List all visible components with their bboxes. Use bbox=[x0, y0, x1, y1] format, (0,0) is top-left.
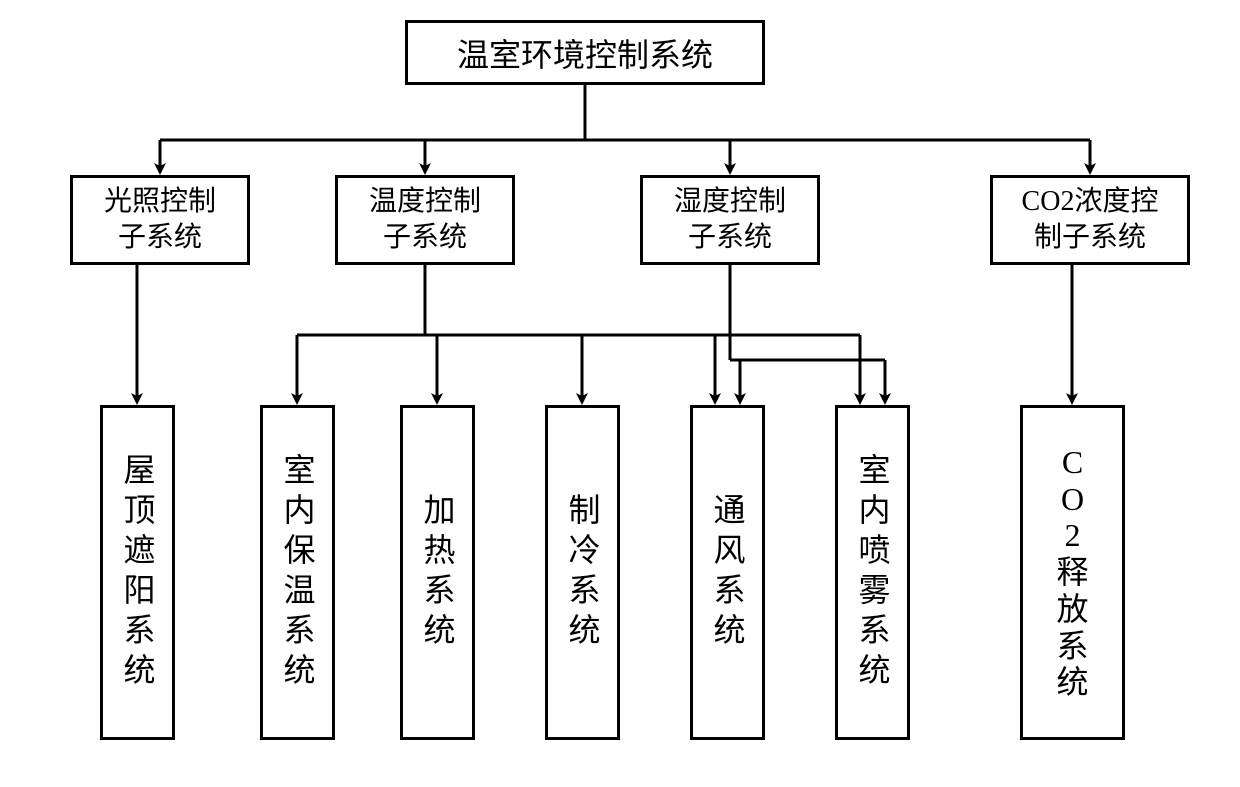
root-label: 温室环境控制系统 bbox=[457, 30, 713, 76]
system-label: 制冷系统 bbox=[560, 493, 606, 653]
root-node: 温室环境控制系统 bbox=[405, 20, 765, 85]
subsystem-label: 光照控制 子系统 bbox=[104, 184, 216, 257]
system-mist: 室内喷雾系统 bbox=[835, 405, 910, 740]
subsystem-label: 湿度控制 子系统 bbox=[674, 184, 786, 257]
system-roof: 屋顶遮阳系统 bbox=[100, 405, 175, 740]
system-label: 通风系统 bbox=[705, 493, 751, 653]
subsystem-light: 光照控制 子系统 bbox=[70, 175, 250, 265]
system-heat: 加热系统 bbox=[400, 405, 475, 740]
subsystem-temp: 温度控制 子系统 bbox=[335, 175, 515, 265]
system-label: CO2释放系统 bbox=[1056, 444, 1088, 702]
subsystem-label: CO2浓度控 制子系统 bbox=[1022, 184, 1159, 257]
system-vent: 通风系统 bbox=[690, 405, 765, 740]
system-label: 室内喷雾系统 bbox=[850, 453, 896, 693]
system-release: CO2释放系统 bbox=[1020, 405, 1125, 740]
subsystem-humid: 湿度控制 子系统 bbox=[640, 175, 820, 265]
subsystem-label: 温度控制 子系统 bbox=[369, 184, 481, 257]
system-cool: 制冷系统 bbox=[545, 405, 620, 740]
system-indoor: 室内保温系统 bbox=[260, 405, 335, 740]
system-label: 加热系统 bbox=[415, 493, 461, 653]
system-label: 室内保温系统 bbox=[275, 453, 321, 693]
subsystem-co2: CO2浓度控 制子系统 bbox=[990, 175, 1190, 265]
system-label: 屋顶遮阳系统 bbox=[115, 453, 161, 693]
